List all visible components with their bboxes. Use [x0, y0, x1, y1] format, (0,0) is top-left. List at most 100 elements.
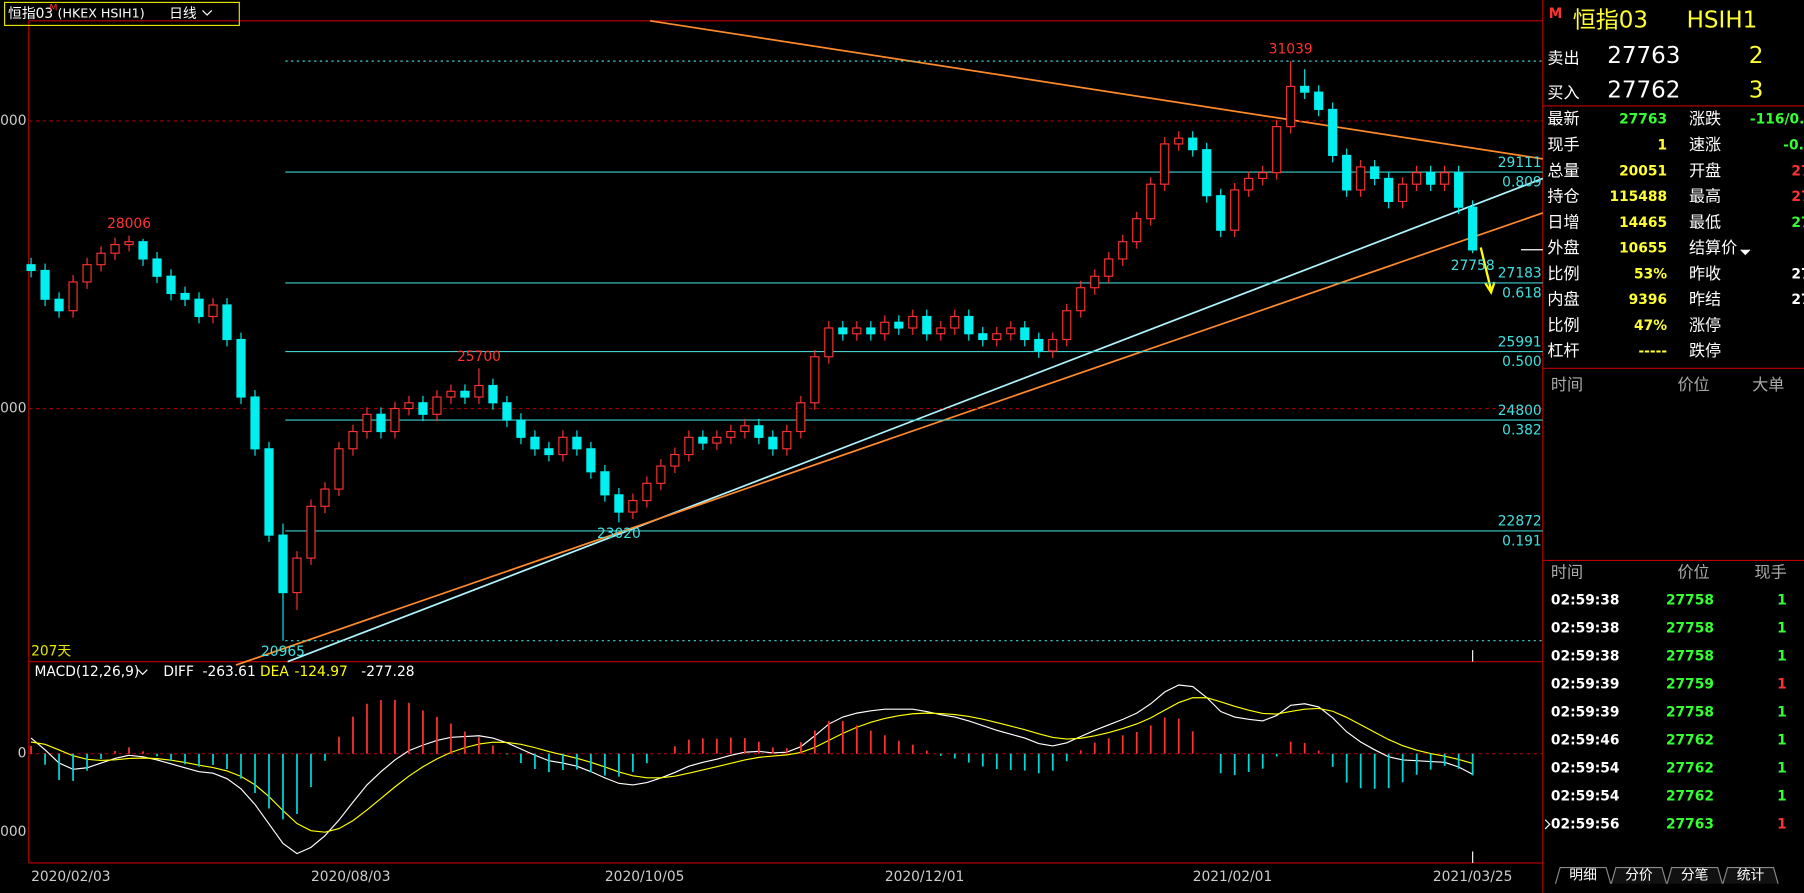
candle-body	[754, 425, 764, 438]
candle-body	[376, 413, 386, 433]
chart-layer: 25000 30000 2020/02/03 2020/08/03 2020/10/05…	[0, 6, 1804, 885]
candle-body	[236, 338, 246, 398]
candle-body	[474, 384, 484, 398]
trade-time: 02:59:56	[1551, 816, 1620, 832]
price-annotation: 25700	[457, 349, 501, 365]
table-header: 价位	[1677, 375, 1709, 394]
candle-body	[1216, 195, 1226, 231]
candle-body	[390, 407, 400, 433]
stat-value: 27	[1791, 292, 1804, 308]
price-annotation: 27758	[1451, 258, 1495, 274]
trend-line	[649, 19, 1543, 160]
candle-body	[82, 264, 92, 283]
stat-label: 速涨	[1689, 135, 1721, 154]
stat-value: -0.0	[1783, 138, 1804, 154]
table-header: 时间	[1551, 375, 1583, 394]
fib-ratio: 0.500	[1502, 354, 1542, 370]
trade-volume: 1	[1777, 649, 1787, 665]
candle-body	[1230, 189, 1240, 231]
instrument-code: (HKEX HSIH1)	[58, 5, 145, 20]
candle-body	[1146, 183, 1156, 220]
indicator-title[interactable]: MACD(12,26,9)	[35, 664, 140, 680]
candle-body	[628, 499, 638, 513]
candle-body	[306, 505, 316, 559]
candle-body	[1090, 275, 1100, 289]
candle-body	[68, 281, 78, 312]
candle-body	[530, 436, 540, 450]
candle-body	[894, 321, 904, 329]
candle-body	[1342, 154, 1352, 191]
candle-body	[1020, 327, 1030, 341]
candle-body	[614, 494, 624, 513]
tab-label[interactable]: 明细	[1569, 868, 1597, 884]
stat-label: 结算价	[1689, 238, 1737, 257]
fib-ratio: 0.191	[1502, 533, 1542, 549]
candle-body	[740, 425, 750, 433]
candle-body	[586, 448, 596, 473]
tab[interactable]	[1554, 867, 1612, 884]
candle-body	[250, 396, 260, 450]
trade-price: 27758	[1666, 649, 1714, 665]
candle-body	[1174, 137, 1184, 145]
tab-label[interactable]: 统计	[1737, 868, 1765, 884]
period[interactable]: 日线	[169, 6, 197, 22]
trade-time: 02:59:38	[1551, 593, 1620, 609]
price-annotation: 28006	[107, 216, 151, 232]
y-tick-label: 25000	[0, 401, 26, 417]
stat-label: 杠杆	[1547, 341, 1579, 360]
candle-body	[1440, 172, 1450, 185]
trade-price: 27762	[1666, 732, 1714, 748]
candle-body	[852, 327, 862, 335]
candle-body	[320, 488, 330, 507]
candle-body	[1384, 177, 1394, 203]
candle-body	[1132, 218, 1142, 243]
price-annotation: 20965	[261, 644, 305, 660]
stat-value: 27763	[1619, 112, 1667, 128]
candle-body	[488, 384, 498, 404]
candle-body	[544, 448, 554, 456]
candle-body	[40, 269, 50, 300]
trade-volume: 1	[1777, 593, 1787, 609]
tab[interactable]	[1610, 867, 1668, 884]
candle-body	[110, 244, 120, 254]
tab[interactable]	[1722, 867, 1779, 884]
candle-body	[824, 327, 834, 358]
candle-body	[1398, 183, 1408, 203]
candle-body	[54, 298, 64, 312]
candle-body	[1272, 126, 1282, 174]
candle-body	[978, 333, 988, 341]
y-tick-label: 0	[18, 746, 27, 762]
legend-value: -277.28	[361, 664, 414, 680]
title-box[interactable]	[4, 1, 240, 26]
chevron	[202, 10, 213, 16]
days-label: 207天	[31, 643, 71, 659]
tab-label[interactable]: 分价	[1625, 868, 1653, 884]
legend-value: -263.61	[202, 664, 255, 680]
table-header: 大单	[1752, 375, 1784, 394]
fib-price: 29111	[1498, 155, 1542, 171]
legend-name: DEA	[260, 664, 289, 680]
candle-body	[152, 258, 162, 277]
stat-value: 20051	[1619, 163, 1667, 179]
stat-label: 比例	[1547, 315, 1579, 334]
tab-label[interactable]: 分笔	[1681, 868, 1709, 884]
trend-line	[235, 212, 1544, 666]
trade-volume: 1	[1777, 816, 1787, 832]
candle-body	[964, 315, 974, 335]
candle-body	[124, 241, 134, 246]
stat-label: 内盘	[1547, 290, 1579, 309]
stat-label: 跌停	[1689, 341, 1721, 360]
candle-body	[446, 390, 456, 398]
candle-body	[334, 448, 344, 490]
legend-name: DIFF	[163, 664, 194, 680]
candle-body	[194, 298, 204, 318]
fib-price: 22872	[1498, 514, 1542, 530]
trade-price: 27762	[1666, 760, 1714, 776]
table-header: 现手	[1755, 563, 1787, 582]
stat-label: 外盘	[1547, 238, 1579, 257]
candle-body	[838, 327, 848, 335]
candle-body	[208, 304, 218, 318]
candle-body	[558, 436, 568, 456]
stat-value: -----	[1638, 344, 1667, 360]
tab[interactable]	[1666, 867, 1723, 884]
